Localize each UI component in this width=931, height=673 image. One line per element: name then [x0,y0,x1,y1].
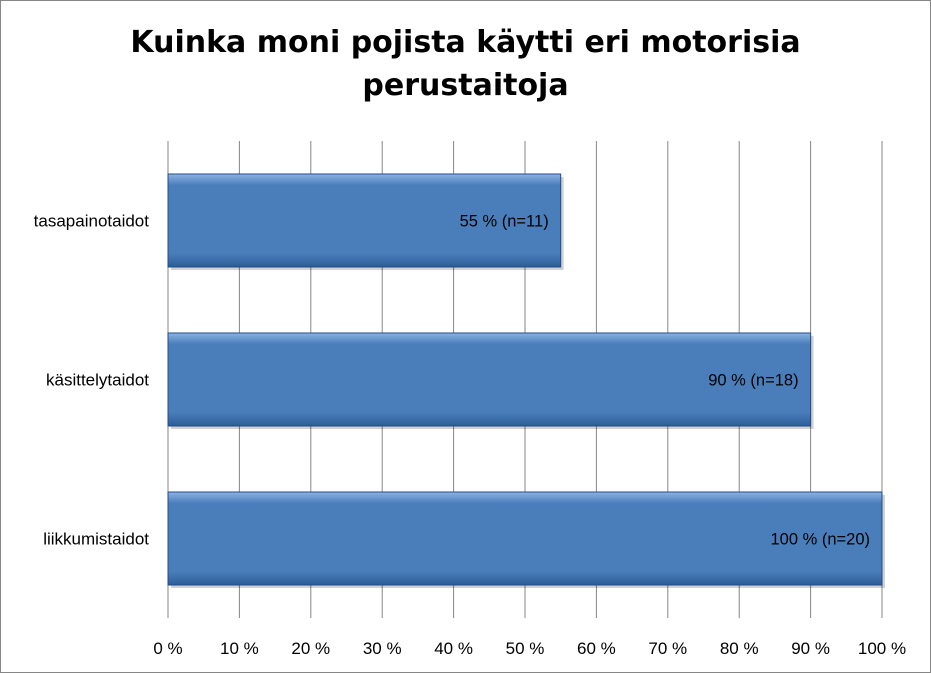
chart-title-line-2: perustaitoja [362,68,569,103]
x-tick-label: 60 % [577,639,616,658]
category-label: käsittelytaidot [46,371,149,390]
x-tick-label: 40 % [434,639,473,658]
category-label: tasapainotaidot [34,212,150,231]
x-tick-label: 50 % [506,639,545,658]
x-tick-label: 90 % [791,639,830,658]
data-label: 100 % (n=20) [770,531,870,549]
x-tick-label: 80 % [720,639,759,658]
data-label: 90 % (n=18) [708,372,798,390]
x-tick-label: 30 % [363,639,402,658]
x-tick-label: 20 % [291,639,330,658]
chart-title: Kuinka moni pojista käytti eri motorisia… [1,21,930,107]
bar [167,173,562,268]
data-label: 55 % (n=11) [460,213,549,231]
x-tick-label: 70 % [648,639,687,658]
x-tick-label: 100 % [858,639,906,658]
bar [167,491,883,586]
x-tick-label: 10 % [220,639,259,658]
chart-title-line-1: Kuinka moni pojista käytti eri motorisia [130,25,801,60]
bar [167,332,812,427]
x-tick-label: 0 % [153,639,182,658]
category-label: liikkumistaidot [43,530,149,549]
